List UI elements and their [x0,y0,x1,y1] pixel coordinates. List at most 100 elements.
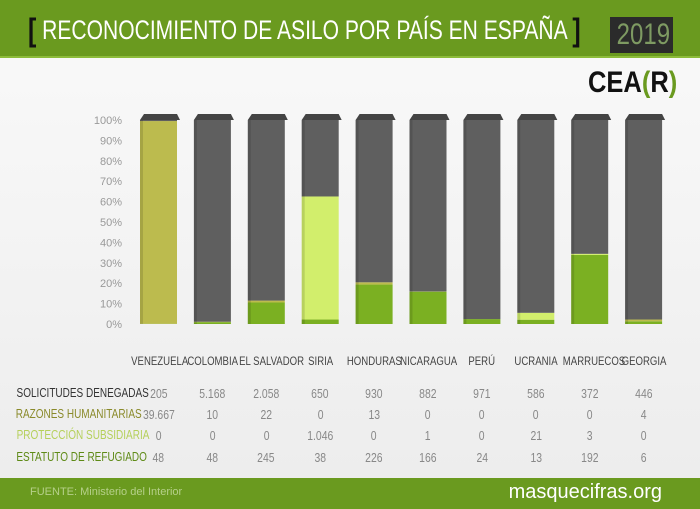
bar-edge [625,120,629,324]
data-label: 21 [509,428,563,443]
bar-top [140,114,180,120]
data-label: 650 [293,386,347,401]
y-tick-label: 40% [100,237,122,249]
data-label: 48 [185,450,239,465]
bar-segment-estatuto-de-refugiado [355,284,393,324]
data-label-text: 205 [149,386,168,401]
data-label: 0 [617,428,671,443]
data-label: 0 [347,428,401,443]
data-label: 48 [132,450,186,465]
data-label-text: 0 [478,407,485,422]
data-label: 13 [347,407,401,422]
bar-edge [193,120,197,324]
data-label-text: 192 [580,450,599,465]
data-label: 0 [455,428,509,443]
x-tick-label: VENEZUELA [124,354,194,368]
header-bar: [ RECONOCIMIENTO DE ASILO POR PAÍS EN ES… [0,0,700,58]
y-tick-label: 90% [100,135,122,147]
bar-edge [140,120,143,324]
bar-top [517,114,558,120]
bar-top [193,114,234,120]
data-label: 930 [347,386,401,401]
bar-segment-estatuto-de-refugiado [247,302,285,324]
data-label: 39.667 [132,407,186,422]
x-tick-label: PERÚ [447,354,517,368]
data-label-text: 5.168 [199,386,226,401]
y-tick-label: 70% [100,176,122,188]
data-label-text: 650 [311,386,329,401]
data-label-text: 0 [371,428,377,443]
data-label: 0 [132,428,186,443]
data-label-text: 13 [530,450,542,465]
data-label: 0 [293,407,347,422]
x-tick-label-text: EL SALVADOR [239,354,305,368]
y-tick-label: 10% [100,299,122,311]
data-label: 0 [509,407,563,422]
bar-top [355,114,396,120]
data-label-text: 0 [478,428,485,443]
bar-edge [409,120,413,324]
bar-segment-solicitudes-denegadas [355,120,393,283]
bar-segment-protecci-n-subsidiaria [571,253,609,255]
data-label-text: 245 [257,450,275,465]
bar-segment-solicitudes-denegadas [517,120,555,313]
data-label: 245 [239,450,293,465]
data-label-text: 3 [586,428,593,443]
bar-segment-estatuto-de-refugiado [571,254,609,324]
bar-segment-solicitudes-denegadas [193,120,231,322]
source-note: FUENTE: Ministerio del Interior [30,486,183,498]
table-row-label: ESTATUTO DE REFUGIADO [0,450,147,464]
table-row-label: SOLICITUDES DENEGADAS [0,386,149,400]
bar-segment-solicitudes-denegadas [301,120,339,197]
bar-top [625,114,666,120]
data-label-text: 166 [419,450,437,465]
data-label: 0 [401,407,455,422]
x-tick-label: EL SALVADOR [231,354,305,368]
data-label-text: 446 [634,386,653,401]
data-label-text: 882 [419,386,437,401]
bar-segment-solicitudes-denegadas [247,120,285,301]
data-label-text: 39.667 [142,407,175,422]
data-label: 372 [563,386,617,401]
bar-top [247,114,288,120]
data-label-text: 586 [527,386,545,401]
bar-segment-razones-humanitarias [355,282,393,285]
stacked-bar-chart: 0% 10% 20% 30% 40% 50% 60% 70% 80% 90% 100% [94,114,666,331]
data-label-text: 971 [473,386,491,401]
data-label-text: 4 [640,407,647,422]
page-title: [ RECONOCIMIENTO DE ASILO POR PAÍS EN ES… [28,12,581,48]
bar-segment-razones-humanitarias [140,121,177,324]
data-label-text: 22 [260,407,273,422]
data-label-text: 0 [586,407,593,422]
x-tick-label-text: PERÚ [468,354,496,368]
x-tick-label: GEORGIA [609,354,679,368]
footer-bar: FUENTE: Ministerio del Interior masqueci… [0,478,700,509]
data-label-text: 1.046 [307,428,334,443]
bar-segment-estatuto-de-refugiado [463,319,501,324]
x-tick-label: COLOMBIA [177,354,247,368]
bar-top [409,114,450,120]
table-row-label-text: RAZONES HUMANITARIAS [15,407,142,421]
bar-segment-solicitudes-denegadas [625,120,663,320]
site-link[interactable]: masquecifras.org [508,481,662,503]
x-tick-label: SIRIA [285,354,355,368]
data-label: 446 [617,386,671,401]
data-label: 24 [455,450,509,465]
bar-edge [571,120,575,324]
data-label-text: 226 [365,450,383,465]
y-tick-label: 50% [100,217,122,229]
bar-edge [301,120,305,324]
bar-segment-solicitudes-denegadas [140,120,177,122]
data-label-text: 10 [206,407,219,422]
bar-segment-estatuto-de-refugiado [301,319,339,324]
x-tick-label: NICARAGUA [393,354,463,368]
data-label: 3 [563,428,617,443]
data-label-text: 48 [206,450,219,465]
y-tick-label: 30% [100,258,122,270]
data-label-text: 0 [640,428,647,443]
data-label-text: 372 [580,386,599,401]
x-tick-label-text: MARRUECOS [562,354,625,368]
x-tick-label-text: GEORGIA [621,354,666,368]
bar-edge [355,120,359,324]
table-row-label-text: PROTECCIÓN SUBSIDIARIA [16,428,150,442]
